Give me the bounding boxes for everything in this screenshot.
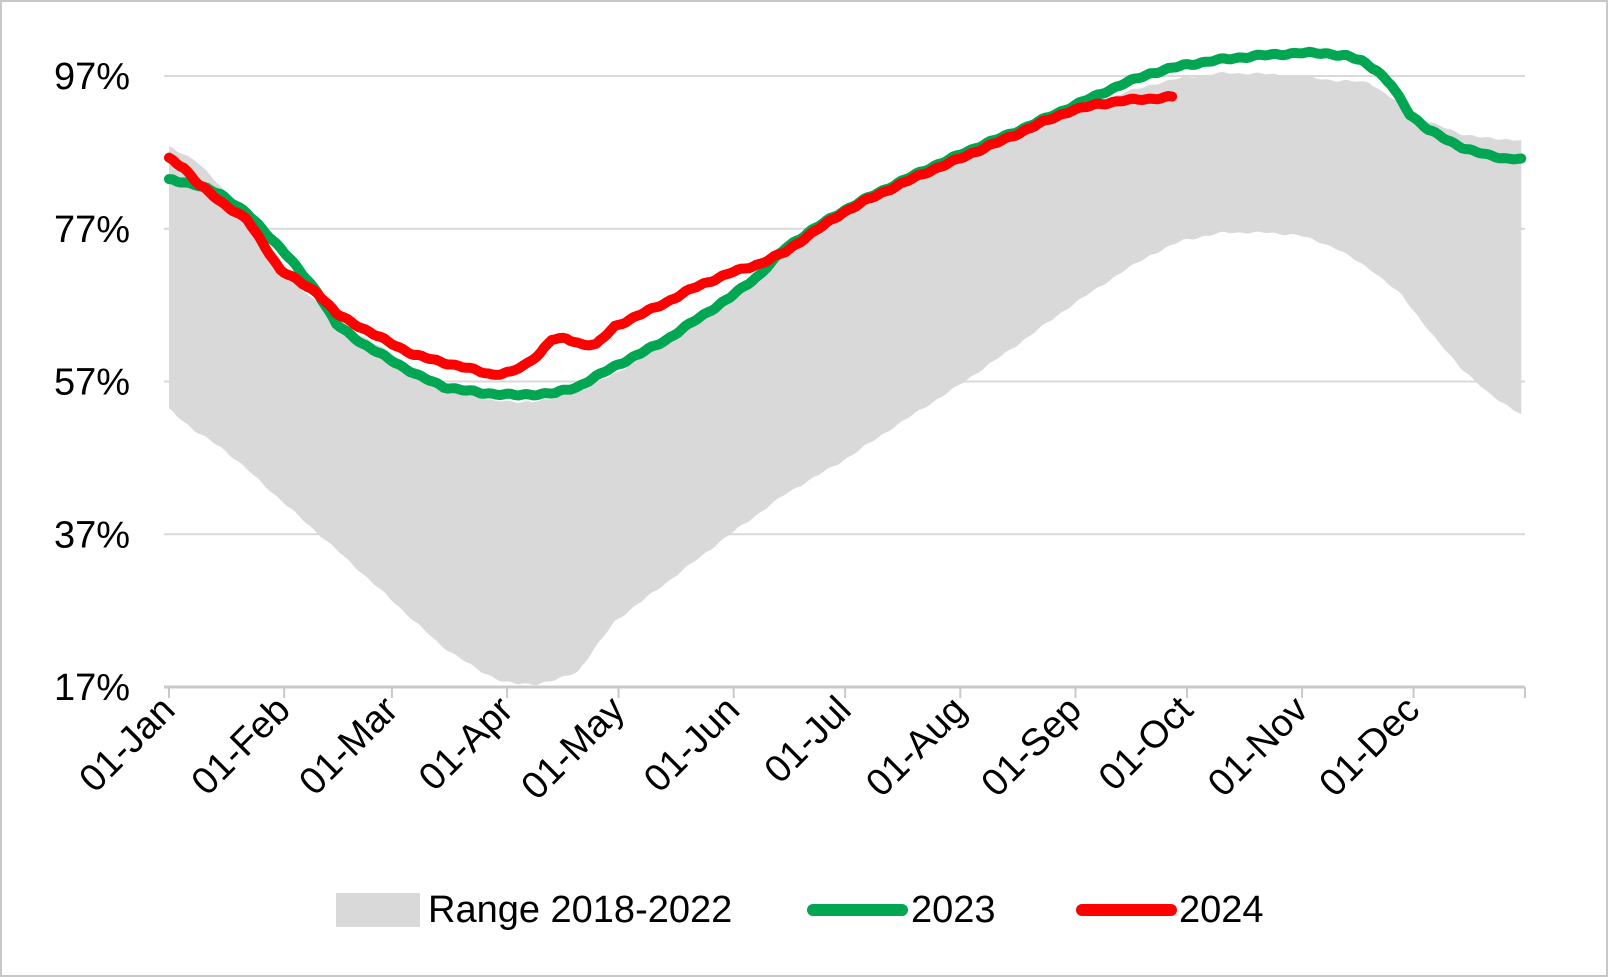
series-line-2024	[164, 91, 1178, 380]
y-tick-label: 17%	[54, 667, 130, 709]
x-tick-label: 01-Jun	[636, 689, 748, 801]
x-tick-label: 01-May	[514, 689, 633, 808]
x-tick-label: 01-Aug	[858, 689, 974, 805]
y-tick-label: 97%	[54, 56, 130, 98]
x-tick-label: 01-Apr	[411, 688, 522, 799]
x-tick-label: 01-Dec	[1312, 689, 1428, 805]
y-tick-label: 77%	[54, 209, 130, 251]
y-tick-label: 57%	[54, 362, 130, 404]
y-tick-label: 37%	[54, 514, 130, 556]
x-tick-label: 01-Oct	[1091, 688, 1202, 799]
x-tick-label: 01-Mar	[291, 688, 406, 803]
x-tick-label: 01-Jul	[757, 689, 860, 792]
x-tick-label: 01-Nov	[1200, 689, 1316, 805]
x-tick-label: 01-Sep	[973, 689, 1089, 805]
x-tick-label: 01-Feb	[184, 689, 299, 804]
range-band-area	[169, 72, 1522, 686]
